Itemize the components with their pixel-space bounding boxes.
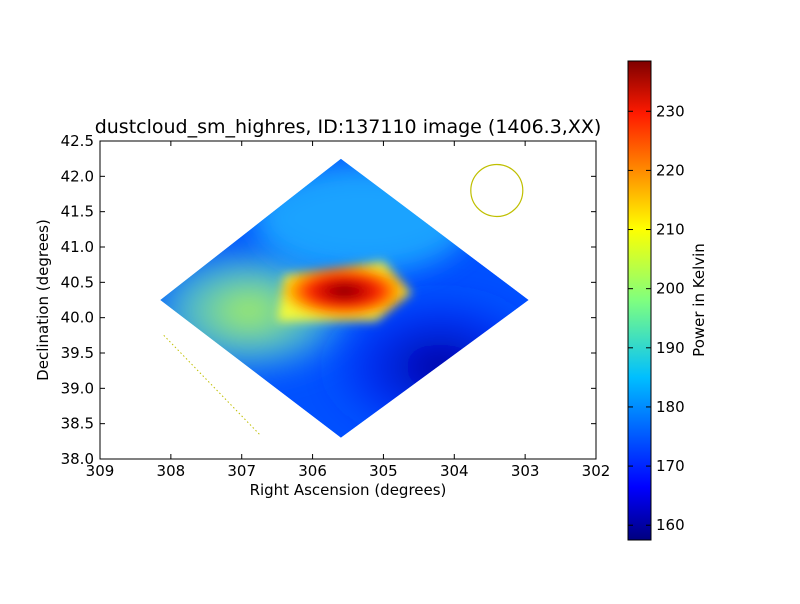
colorbar-tick-label: 160 [656,516,685,534]
colorbar-ticks: 160 170 180 190 200 210 220 230 [628,102,685,534]
y-axis: 38.0 38.5 39.0 39.5 40.0 40.5 41.0 41.5 42.0 42.5 [61,132,596,468]
y-tick-label: 40.5 [61,273,94,291]
x-tick-label: 303 [511,462,540,480]
colorbar-tick-label: 230 [656,102,685,120]
y-tick-label: 38.0 [61,450,94,468]
x-axis-label: Right Ascension (degrees) [250,481,447,499]
x-axis: 309 308 307 306 305 304 303 302 [86,141,611,480]
colorbar-tick-label: 210 [656,221,685,239]
x-tick-label: 302 [582,462,611,480]
colorbar-tick-label: 170 [656,457,685,475]
chart-title: dustcloud_sm_highres, ID:137110 image (1… [95,116,602,138]
y-tick-label: 42.0 [61,167,94,185]
x-tick-label: 309 [86,462,115,480]
x-tick-label: 306 [298,462,327,480]
scan-line [163,334,260,435]
x-tick-label: 304 [440,462,469,480]
beam-circle [470,163,524,218]
y-tick-label: 41.5 [61,203,94,221]
y-tick-label: 39.5 [61,344,94,362]
colorbar-tick-label: 190 [656,339,685,357]
x-tick-label: 305 [369,462,398,480]
colorbar [627,60,652,541]
axes-frame [99,140,597,460]
y-tick-label: 42.5 [61,132,94,150]
x-tick-label: 308 [157,462,186,480]
hot-core-region [277,261,412,322]
colorbar-tick-label: 200 [656,280,685,298]
colorbar-label: Power in Kelvin [690,243,708,357]
colorbar-tick-label: 180 [656,398,685,416]
y-tick-label: 39.0 [61,379,94,397]
y-axis-label: Declination (degrees) [34,219,52,381]
y-tick-label: 41.0 [61,238,94,256]
y-tick-label: 40.0 [61,309,94,327]
y-tick-label: 38.5 [61,415,94,433]
colorbar-tick-label: 220 [656,161,685,179]
x-tick-label: 307 [227,462,256,480]
